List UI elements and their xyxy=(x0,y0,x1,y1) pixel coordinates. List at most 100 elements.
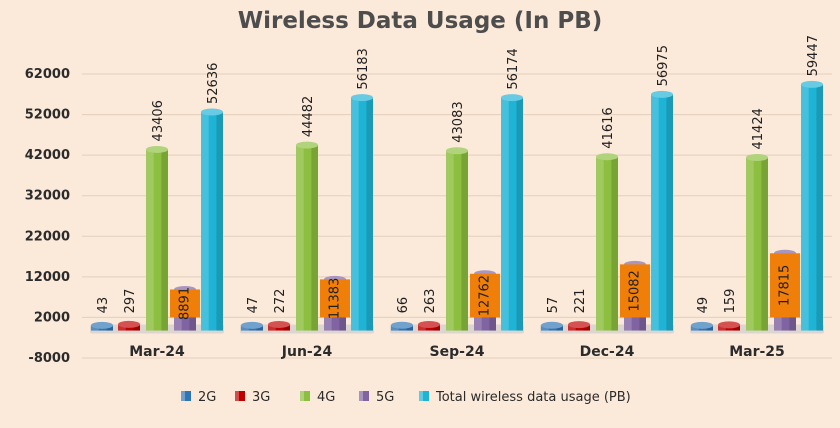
data-label: 41424 xyxy=(751,108,766,149)
legend-swatch xyxy=(419,391,429,401)
bar-cap xyxy=(268,320,290,328)
data-label: 15082 xyxy=(628,270,643,311)
bar-shade xyxy=(666,94,673,331)
data-label: 221 xyxy=(573,289,588,314)
legend-swatch xyxy=(181,391,191,401)
data-label: 43406 xyxy=(151,100,166,141)
data-label: 49 xyxy=(696,297,711,314)
legend-label: 3G xyxy=(252,390,270,405)
bar-highlight xyxy=(596,156,604,331)
data-label: 297 xyxy=(123,289,138,314)
bar-shade xyxy=(311,145,318,331)
legend-item: 3G xyxy=(235,390,270,405)
bar-cap xyxy=(241,321,263,329)
data-label: 59447 xyxy=(806,35,821,76)
data-label: 159 xyxy=(723,289,738,314)
data-label: 8891 xyxy=(178,287,193,320)
data-labels: 43 297 43406 8891 52636 47 272 44482 11383 56183 6… xyxy=(96,35,821,320)
bar-shade xyxy=(106,325,113,331)
legend-item: 4G xyxy=(300,390,335,405)
bar-highlight xyxy=(296,145,304,331)
bar-highlight xyxy=(201,111,209,331)
bar-shade xyxy=(556,325,563,331)
legend-swatch xyxy=(235,391,245,401)
y-tick-label: 32000 xyxy=(25,189,70,204)
legend-swatch xyxy=(300,391,310,401)
chart-title: Wireless Data Usage (In PB) xyxy=(238,8,603,34)
bar-shade xyxy=(366,97,373,331)
bar-shade xyxy=(133,324,140,331)
y-tick-label: 22000 xyxy=(25,229,70,244)
bar-cap xyxy=(801,80,823,88)
bar-shade xyxy=(216,111,223,331)
x-tick-label: Dec-24 xyxy=(580,344,635,360)
data-label: 47 xyxy=(246,297,261,314)
data-label: 43083 xyxy=(451,101,466,142)
bar-shade xyxy=(406,325,413,331)
legend: 2G 3G 4G 5G Total wireless data usage (PB) xyxy=(181,390,631,405)
data-label-box xyxy=(620,264,650,318)
bar-cap xyxy=(391,321,413,329)
legend-swatch-highlight xyxy=(300,391,304,401)
bar-highlight xyxy=(146,149,154,331)
legend-item: Total wireless data usage (PB) xyxy=(419,390,631,405)
data-label: 12762 xyxy=(478,275,493,316)
data-label: 52636 xyxy=(206,63,221,104)
data-label-box xyxy=(320,279,350,318)
bar-highlight xyxy=(418,324,426,331)
bar-highlight xyxy=(651,94,659,331)
legend-swatch-highlight xyxy=(359,391,363,401)
bar-shade xyxy=(733,324,740,331)
legend-item: 2G xyxy=(181,390,216,405)
bar-cap xyxy=(418,320,440,328)
bar-cap xyxy=(651,90,673,98)
bar-cap xyxy=(596,153,618,161)
x-tick-label: Mar-24 xyxy=(129,344,185,360)
y-tick-label: 12000 xyxy=(25,270,70,285)
bar-shade xyxy=(433,324,440,331)
legend-swatch xyxy=(359,391,369,401)
bar-cap xyxy=(541,321,563,329)
bar-highlight xyxy=(746,157,754,331)
legend-label: Total wireless data usage (PB) xyxy=(435,390,631,405)
data-label: 263 xyxy=(423,289,438,314)
data-label: 43 xyxy=(96,297,111,314)
bar-cap xyxy=(568,321,590,329)
y-tick-label: 52000 xyxy=(25,108,70,123)
bar-shade xyxy=(706,325,713,331)
bar-shade xyxy=(611,156,618,331)
data-label: 57 xyxy=(546,297,561,314)
bar-cap xyxy=(201,108,223,116)
bar-highlight xyxy=(501,97,509,331)
data-label: 56174 xyxy=(506,48,521,89)
bar-shade xyxy=(256,325,263,331)
bar-shade xyxy=(583,324,590,331)
data-label-box xyxy=(470,273,500,318)
legend-swatch-highlight xyxy=(235,391,239,401)
x-tick-label: Mar-25 xyxy=(729,344,785,360)
data-label: 11383 xyxy=(328,278,343,319)
bar-cap xyxy=(691,321,713,329)
bar-highlight xyxy=(118,324,126,331)
data-label: 56183 xyxy=(356,48,371,89)
bar-shade xyxy=(516,97,523,331)
legend-swatch-highlight xyxy=(181,391,185,401)
bar-shade xyxy=(161,149,168,331)
bar-highlight xyxy=(718,324,726,331)
bar-cap xyxy=(91,321,113,329)
bar-cap xyxy=(351,94,373,102)
data-label: 44482 xyxy=(301,96,316,137)
x-tick-label: Sep-24 xyxy=(430,344,485,360)
legend-label: 4G xyxy=(317,390,335,405)
bar-cap xyxy=(146,145,168,153)
bar-highlight xyxy=(446,150,454,331)
y-tick-label: 2000 xyxy=(34,310,70,325)
y-tick-label: 62000 xyxy=(25,67,70,82)
legend-label: 2G xyxy=(198,390,216,405)
bar-shade xyxy=(461,150,468,331)
bar-highlight xyxy=(568,324,576,331)
bar-cap xyxy=(718,321,740,329)
bar-highlight xyxy=(268,324,276,331)
legend-label: 5G xyxy=(376,390,394,405)
